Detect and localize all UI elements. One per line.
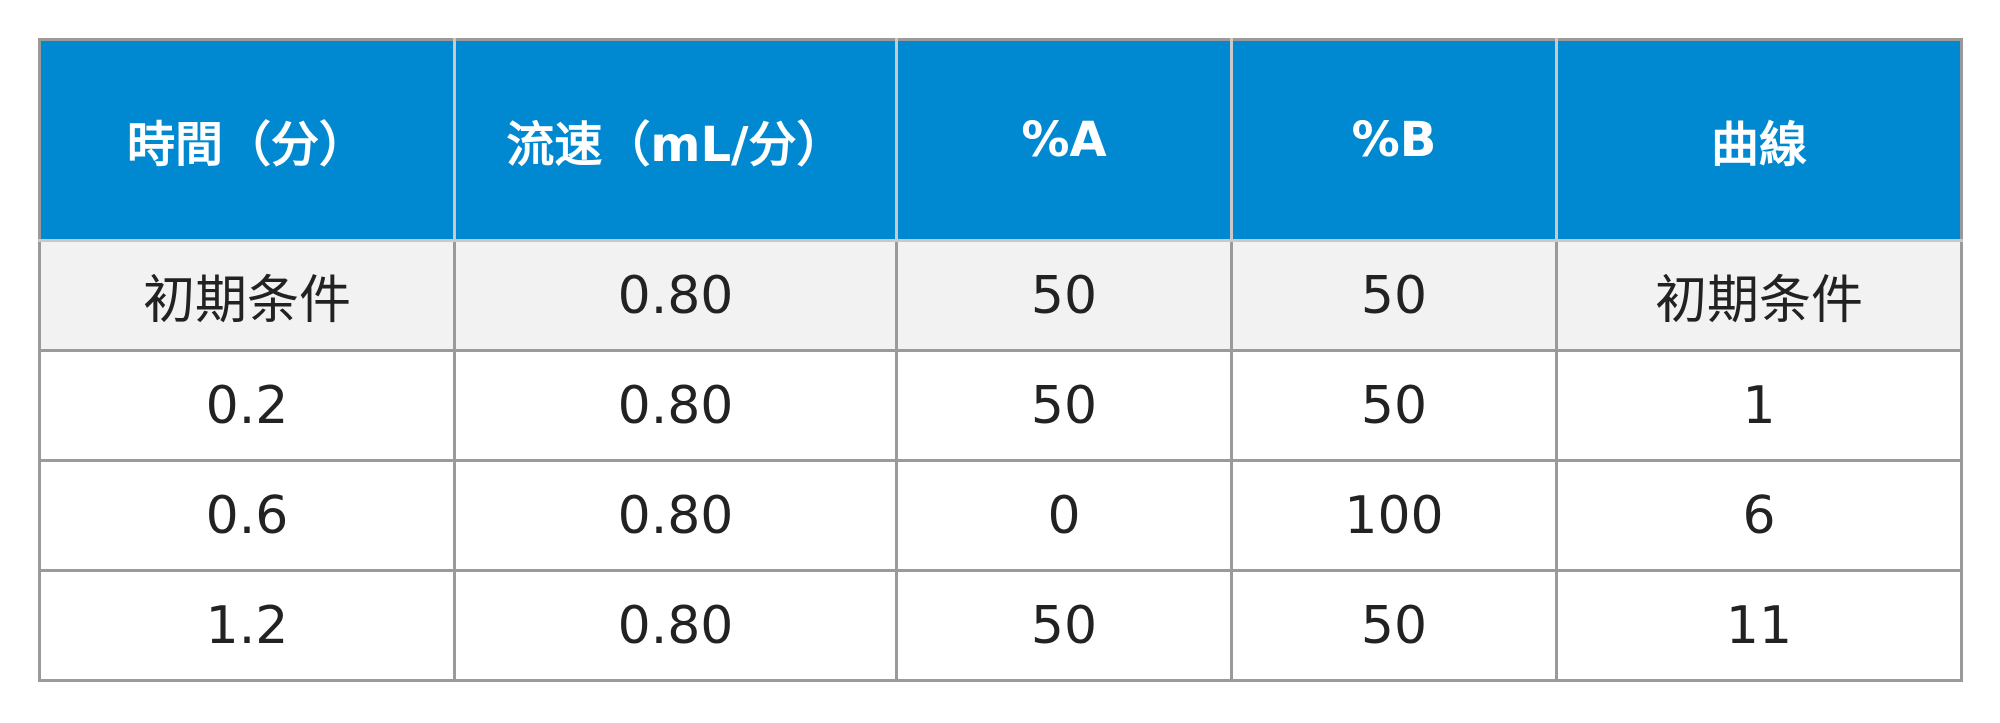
table-row: 0.2 0.80 50 50 1 <box>38 349 1963 462</box>
table-row: 初期条件 0.80 50 50 初期条件 <box>38 239 1963 352</box>
table-cell: 50 <box>895 569 1233 682</box>
gradient-table: 時間（分） 流速（mL/分） %A %B 曲線 初期条件 0.80 50 50 初期条件 0.2 0… <box>38 38 1963 682</box>
table-cell: 50 <box>1230 239 1558 352</box>
table-cell: 0.80 <box>453 239 898 352</box>
table-cell: 0.6 <box>38 459 456 572</box>
table-cell: 11 <box>1555 569 1963 682</box>
header-cell: 曲線 <box>1555 38 1963 242</box>
header-cell: 時間（分） <box>38 38 456 242</box>
table-cell: 50 <box>1230 569 1558 682</box>
table-cell: 100 <box>1230 459 1558 572</box>
table-body: 初期条件 0.80 50 50 初期条件 0.2 0.80 50 50 1 0.6 0.80 0 100 6… <box>38 239 1963 682</box>
table-cell: 初期条件 <box>38 239 456 352</box>
table-cell: 1 <box>1555 349 1963 462</box>
table-row: 0.6 0.80 0 100 6 <box>38 459 1963 572</box>
table-cell: 6 <box>1555 459 1963 572</box>
table-cell: 50 <box>895 349 1233 462</box>
table-cell: 0.80 <box>453 459 898 572</box>
header-row: 時間（分） 流速（mL/分） %A %B 曲線 <box>38 38 1963 242</box>
header-cell: %B <box>1230 38 1558 242</box>
table-row: 1.2 0.80 50 50 11 <box>38 569 1963 682</box>
header-cell: %A <box>895 38 1233 242</box>
table-cell: 初期条件 <box>1555 239 1963 352</box>
table-cell: 0.2 <box>38 349 456 462</box>
table-cell: 50 <box>1230 349 1558 462</box>
table-cell: 1.2 <box>38 569 456 682</box>
table-cell: 50 <box>895 239 1233 352</box>
table-cell: 0 <box>895 459 1233 572</box>
header-cell: 流速（mL/分） <box>453 38 898 242</box>
table-cell: 0.80 <box>453 349 898 462</box>
table-cell: 0.80 <box>453 569 898 682</box>
table-header: 時間（分） 流速（mL/分） %A %B 曲線 <box>38 38 1963 242</box>
